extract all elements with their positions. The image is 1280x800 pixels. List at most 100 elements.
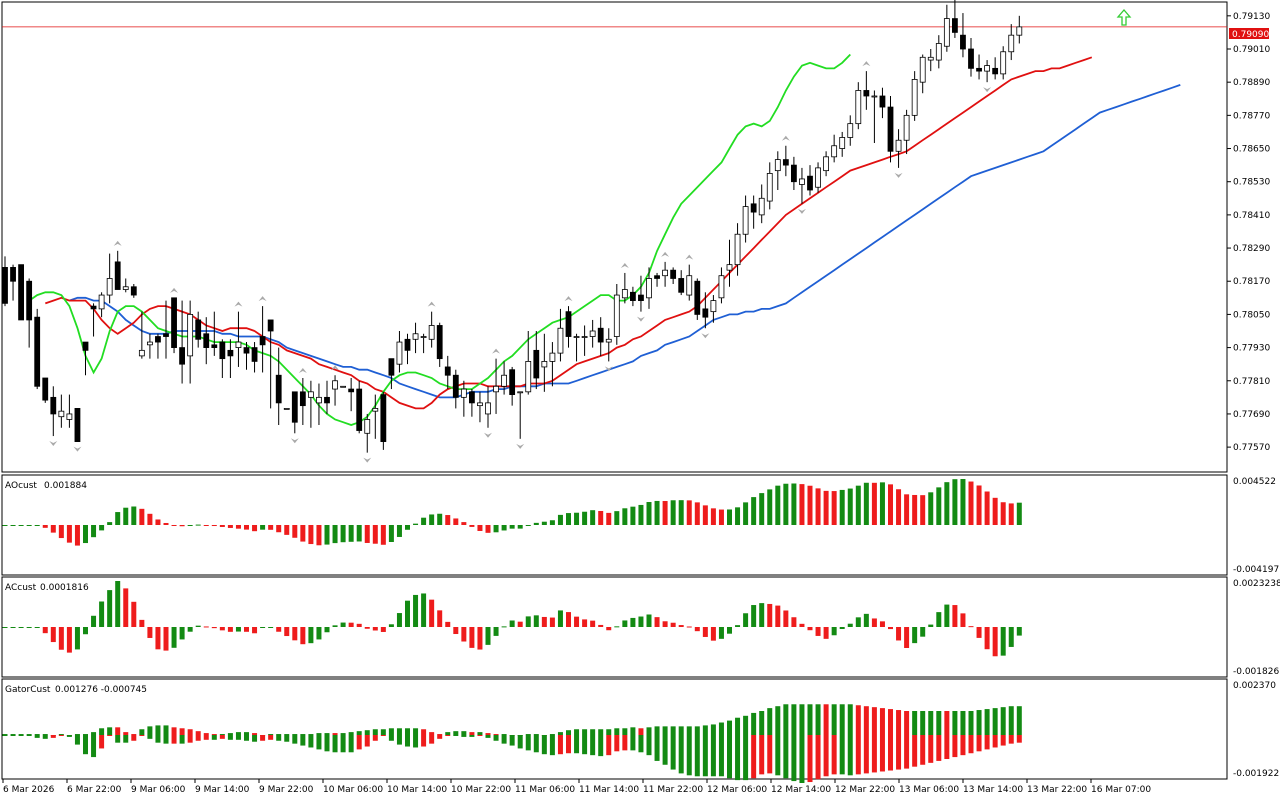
candle-bear[interactable]	[299, 391, 306, 407]
candle-bull[interactable]	[501, 374, 508, 387]
candle-bull[interactable]	[549, 352, 556, 362]
candle-bear[interactable]	[960, 34, 966, 50]
gator-panel[interactable]: GatorCust 0.001276 -0.000745 0.002370 -0…	[1, 678, 1279, 783]
candle-bear[interactable]	[324, 396, 330, 404]
candle-bear[interactable]	[678, 278, 685, 293]
candle-bear[interactable]	[10, 267, 16, 282]
candle-bull[interactable]	[106, 278, 113, 296]
candle-bull[interactable]	[831, 145, 838, 158]
candle-bull[interactable]	[332, 380, 338, 390]
candle-bull[interactable]	[283, 408, 290, 410]
candle-bull[interactable]	[847, 123, 854, 138]
candles[interactable]	[2, 0, 1023, 453]
candle-bull[interactable]	[855, 90, 862, 125]
candle-bear[interactable]	[130, 286, 137, 296]
candle-bear[interactable]	[992, 67, 999, 75]
candle-bear[interactable]	[630, 291, 636, 301]
candle-bull[interactable]	[839, 137, 846, 149]
candle-bull[interactable]	[734, 233, 741, 266]
candle-bull[interactable]	[122, 286, 129, 290]
candle-bull[interactable]	[718, 275, 725, 299]
candle-bear[interactable]	[670, 269, 677, 279]
candle-bear[interactable]	[163, 333, 169, 337]
candle-bear[interactable]	[259, 336, 266, 346]
candle-bull[interactable]	[58, 410, 65, 418]
candle-bull[interactable]	[138, 349, 145, 357]
candle-bull[interactable]	[774, 159, 781, 172]
candle-bear[interactable]	[211, 344, 218, 348]
candle-bull[interactable]	[187, 314, 194, 357]
candle-bear[interactable]	[348, 388, 355, 393]
candle-bear[interactable]	[171, 297, 177, 348]
candle-bull[interactable]	[541, 361, 548, 368]
candle-bear[interactable]	[82, 341, 89, 351]
candle-bear[interactable]	[2, 267, 8, 304]
candle-bear[interactable]	[26, 280, 33, 321]
candle-bear[interactable]	[879, 95, 886, 108]
candle-bear[interactable]	[597, 327, 604, 343]
candle-bear[interactable]	[782, 159, 789, 166]
candle-bear[interactable]	[34, 316, 41, 387]
candle-bear[interactable]	[388, 358, 395, 376]
candle-bear[interactable]	[74, 408, 81, 442]
candle-bear[interactable]	[468, 391, 475, 404]
candle-bull[interactable]	[871, 95, 878, 98]
candle-bull[interactable]	[662, 269, 668, 277]
candle-bear[interactable]	[654, 275, 660, 279]
candle-bull[interactable]	[726, 264, 733, 271]
candle-bull[interactable]	[235, 341, 242, 348]
candle-bear[interactable]	[380, 394, 387, 442]
candle-bear[interactable]	[275, 374, 282, 404]
candle-bull[interactable]	[460, 388, 467, 398]
candle-bear[interactable]	[807, 175, 813, 191]
candle-bull[interactable]	[493, 385, 499, 393]
candle-bull[interactable]	[903, 114, 910, 141]
candle-bull[interactable]	[316, 396, 322, 404]
candle-bull[interactable]	[340, 385, 347, 388]
candle-bear[interactable]	[791, 164, 797, 183]
candle-bear[interactable]	[50, 396, 57, 415]
candle-bull[interactable]	[943, 18, 950, 47]
candle-bull[interactable]	[557, 327, 564, 354]
candle-bull[interactable]	[396, 341, 403, 365]
candle-bear[interactable]	[887, 106, 894, 152]
candle-bear[interactable]	[509, 369, 516, 395]
candle-bear[interactable]	[251, 347, 258, 362]
candle-bear[interactable]	[114, 261, 121, 290]
candle-bull[interactable]	[477, 402, 483, 407]
candle-bear[interactable]	[444, 366, 451, 376]
candle-bull[interactable]	[364, 419, 371, 434]
candle-bull[interactable]	[758, 197, 765, 216]
candle-bear[interactable]	[219, 341, 226, 360]
candle-bear[interactable]	[404, 338, 411, 351]
candle-bull[interactable]	[1008, 34, 1015, 53]
candle-bull[interactable]	[428, 325, 435, 340]
candle-bear[interactable]	[533, 349, 540, 379]
candle-bull[interactable]	[517, 391, 524, 394]
candle-bull[interactable]	[799, 178, 805, 185]
candle-bull[interactable]	[984, 65, 990, 72]
candle-bull[interactable]	[815, 167, 821, 188]
candle-bull[interactable]	[66, 413, 73, 420]
ao-panel[interactable]: AOcust 0.001884 0.004522 -0.004197	[1, 474, 1279, 576]
candle-bear[interactable]	[356, 388, 363, 431]
candle-bear[interactable]	[452, 374, 459, 398]
candle-bull[interactable]	[1000, 51, 1007, 75]
candle-bull[interactable]	[605, 338, 612, 343]
candle-bear[interactable]	[436, 325, 443, 360]
candle-bull[interactable]	[895, 139, 902, 152]
candle-bull[interactable]	[742, 206, 749, 235]
candle-bear[interactable]	[968, 48, 974, 69]
candle-bear[interactable]	[267, 319, 274, 332]
ac-panel[interactable]: ACcust 0.0001816 0.0023238 -0.0018261	[1, 576, 1280, 678]
candle-bull[interactable]	[98, 294, 105, 310]
candle-bear[interactable]	[976, 67, 982, 72]
candle-bull[interactable]	[146, 341, 153, 346]
candle-bear[interactable]	[179, 347, 186, 365]
candle-bear[interactable]	[18, 264, 25, 321]
candle-bull[interactable]	[823, 156, 829, 172]
candle-bear[interactable]	[155, 336, 161, 343]
candle-bear[interactable]	[90, 305, 97, 310]
candle-bull[interactable]	[613, 294, 620, 337]
candle-bull[interactable]	[646, 278, 652, 299]
